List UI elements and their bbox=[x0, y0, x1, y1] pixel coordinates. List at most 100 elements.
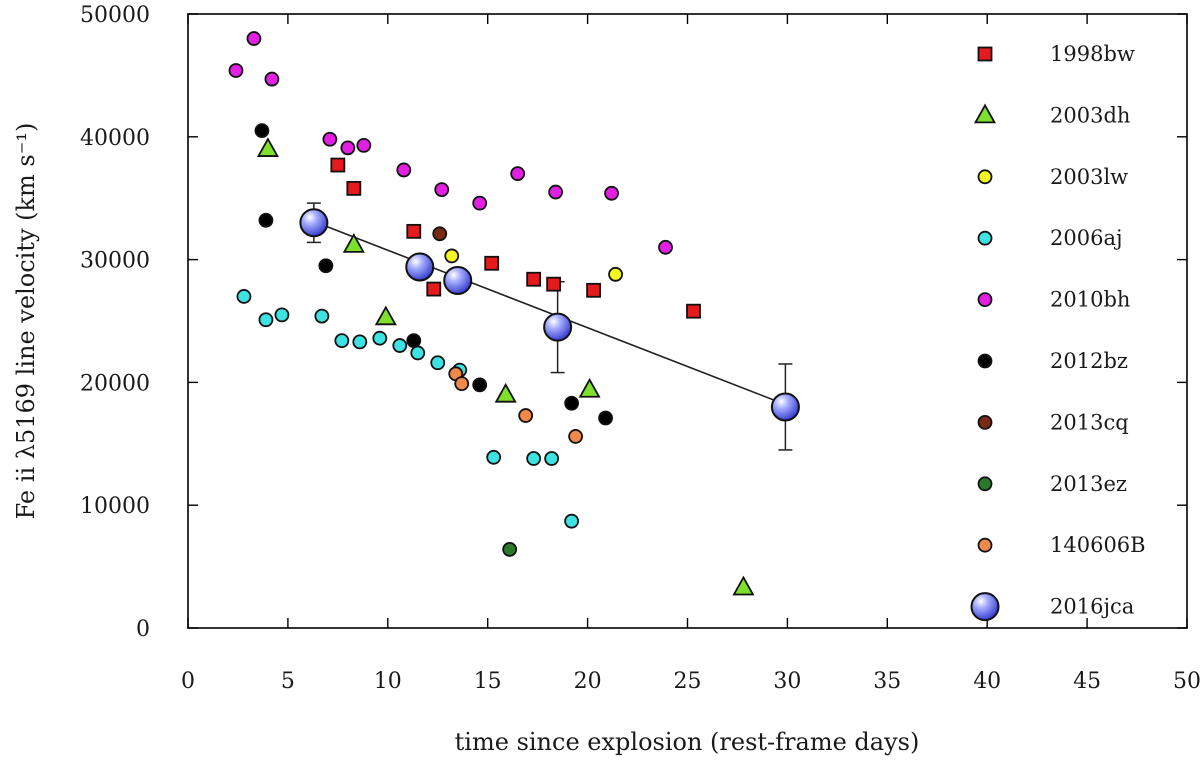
y-tick-label: 40000 bbox=[80, 126, 150, 151]
point-2016jca bbox=[443, 265, 473, 295]
x-tick-label: 15 bbox=[474, 669, 502, 694]
point-2006aj bbox=[274, 307, 290, 323]
legend-marker-2013ez bbox=[977, 476, 993, 492]
legend-marker-2013cq bbox=[977, 414, 993, 430]
point-2010bh bbox=[658, 239, 673, 255]
x-tick-label: 35 bbox=[873, 669, 901, 694]
legend-label-140606b: 140606B bbox=[1050, 533, 1146, 557]
x-tick-label: 5 bbox=[281, 669, 295, 694]
x-tick-label: 25 bbox=[674, 669, 702, 694]
point-2006aj bbox=[486, 449, 502, 465]
point-2010bh bbox=[228, 63, 244, 78]
point-2012bz bbox=[598, 410, 613, 426]
point-2006aj bbox=[314, 308, 330, 324]
x-tick-label: 20 bbox=[574, 669, 602, 694]
plot-frame bbox=[187, 13, 1188, 629]
x-tick-label: 50 bbox=[1173, 669, 1200, 694]
point-2006aj bbox=[430, 355, 446, 371]
point-2003dh bbox=[374, 305, 397, 326]
point-1998bw bbox=[586, 282, 601, 298]
legend-label-1998bw: 1998bw bbox=[1050, 42, 1135, 66]
point-2006aj bbox=[544, 451, 560, 466]
x-tick-label: 0 bbox=[181, 669, 195, 694]
legend-label-2003lw: 2003lw bbox=[1050, 165, 1128, 189]
legend-label-2012bz: 2012bz bbox=[1050, 349, 1128, 373]
point-2010bh bbox=[340, 140, 356, 156]
legend-label-2016jca: 2016jca bbox=[1050, 595, 1134, 619]
point-2013cq bbox=[432, 226, 448, 242]
legend-label-2003dh: 2003dh bbox=[1050, 103, 1130, 127]
point-2010bh bbox=[322, 131, 338, 147]
point-1998bw bbox=[330, 157, 346, 173]
point-2016jca bbox=[299, 208, 329, 238]
y-tick-label: 0 bbox=[136, 617, 150, 642]
legend-label-2013ez: 2013ez bbox=[1050, 472, 1127, 496]
point-2006aj bbox=[352, 334, 368, 350]
legend-label-2010bh: 2010bh bbox=[1050, 288, 1130, 312]
point-2016jca bbox=[543, 312, 573, 342]
y-tick-label: 50000 bbox=[80, 3, 150, 28]
point-2003dh bbox=[342, 233, 365, 253]
point-2006aj bbox=[392, 338, 408, 353]
point-140606b bbox=[518, 408, 534, 423]
point-2012bz bbox=[472, 377, 488, 393]
point-2016jca bbox=[770, 392, 800, 422]
legend-marker-2006aj bbox=[977, 230, 993, 246]
point-2003lw bbox=[444, 248, 460, 264]
legend-marker-1998bw bbox=[977, 46, 993, 62]
point-2010bh bbox=[356, 137, 372, 153]
point-140606b bbox=[568, 429, 584, 444]
point-2010bh bbox=[548, 184, 564, 200]
y-tick-label: 20000 bbox=[80, 371, 150, 396]
point-2010bh bbox=[510, 166, 526, 182]
point-2006aj bbox=[372, 330, 388, 346]
point-2013ez bbox=[502, 542, 518, 557]
point-2012bz bbox=[564, 395, 580, 411]
y-tick-label: 10000 bbox=[80, 494, 150, 519]
data-points bbox=[228, 31, 800, 596]
x-axis-title: time since explosion (rest-frame days) bbox=[455, 728, 920, 756]
x-tick-label: 40 bbox=[973, 669, 1001, 694]
x-tick-label: 30 bbox=[773, 669, 801, 694]
point-2016jca bbox=[405, 252, 435, 282]
point-1998bw bbox=[526, 271, 542, 287]
point-140606b bbox=[454, 376, 470, 392]
point-2003lw bbox=[608, 266, 623, 282]
point-2003dh bbox=[494, 382, 517, 403]
point-1998bw bbox=[426, 281, 442, 297]
point-2006aj bbox=[236, 289, 252, 304]
legend-marker-140606b bbox=[977, 537, 993, 553]
point-2012bz bbox=[254, 123, 270, 139]
point-1998bw bbox=[686, 303, 701, 319]
point-2010bh bbox=[396, 162, 412, 178]
legend-label-2006aj: 2006aj bbox=[1050, 226, 1122, 250]
legend-marker-2010bh bbox=[977, 292, 993, 308]
legend-marker-2012bz bbox=[977, 353, 993, 369]
y-tick-labels: 0 10000 20000 30000 40000 50000 bbox=[80, 3, 150, 642]
point-2006aj bbox=[258, 312, 274, 328]
point-2010bh bbox=[472, 195, 488, 211]
point-2003dh bbox=[256, 137, 279, 157]
point-2010bh bbox=[434, 182, 450, 198]
point-2012bz bbox=[406, 333, 422, 349]
fit-line-group bbox=[313, 220, 786, 406]
legend-label-2013cq: 2013cq bbox=[1050, 410, 1129, 434]
point-2006aj bbox=[410, 345, 426, 361]
point-2003dh bbox=[578, 377, 601, 398]
point-2010bh bbox=[246, 31, 262, 46]
point-1998bw bbox=[484, 255, 500, 271]
point-2003dh bbox=[732, 575, 755, 596]
legend: 1998bw 2003dh 2003lw 2006aj 2010bh 2012bz 2013… bbox=[970, 42, 1146, 622]
axis-ticks bbox=[187, 13, 1188, 629]
point-1998bw bbox=[406, 223, 422, 239]
point-2006aj bbox=[526, 451, 542, 466]
x-tick-label: 10 bbox=[374, 669, 402, 694]
point-2010bh bbox=[604, 185, 619, 201]
x-tick-label: 45 bbox=[1073, 669, 1101, 694]
point-2012bz bbox=[258, 212, 274, 228]
legend-marker-2003dh bbox=[973, 103, 997, 124]
point-2006aj bbox=[564, 513, 580, 529]
point-1998bw bbox=[346, 180, 362, 196]
point-2012bz bbox=[318, 258, 334, 274]
